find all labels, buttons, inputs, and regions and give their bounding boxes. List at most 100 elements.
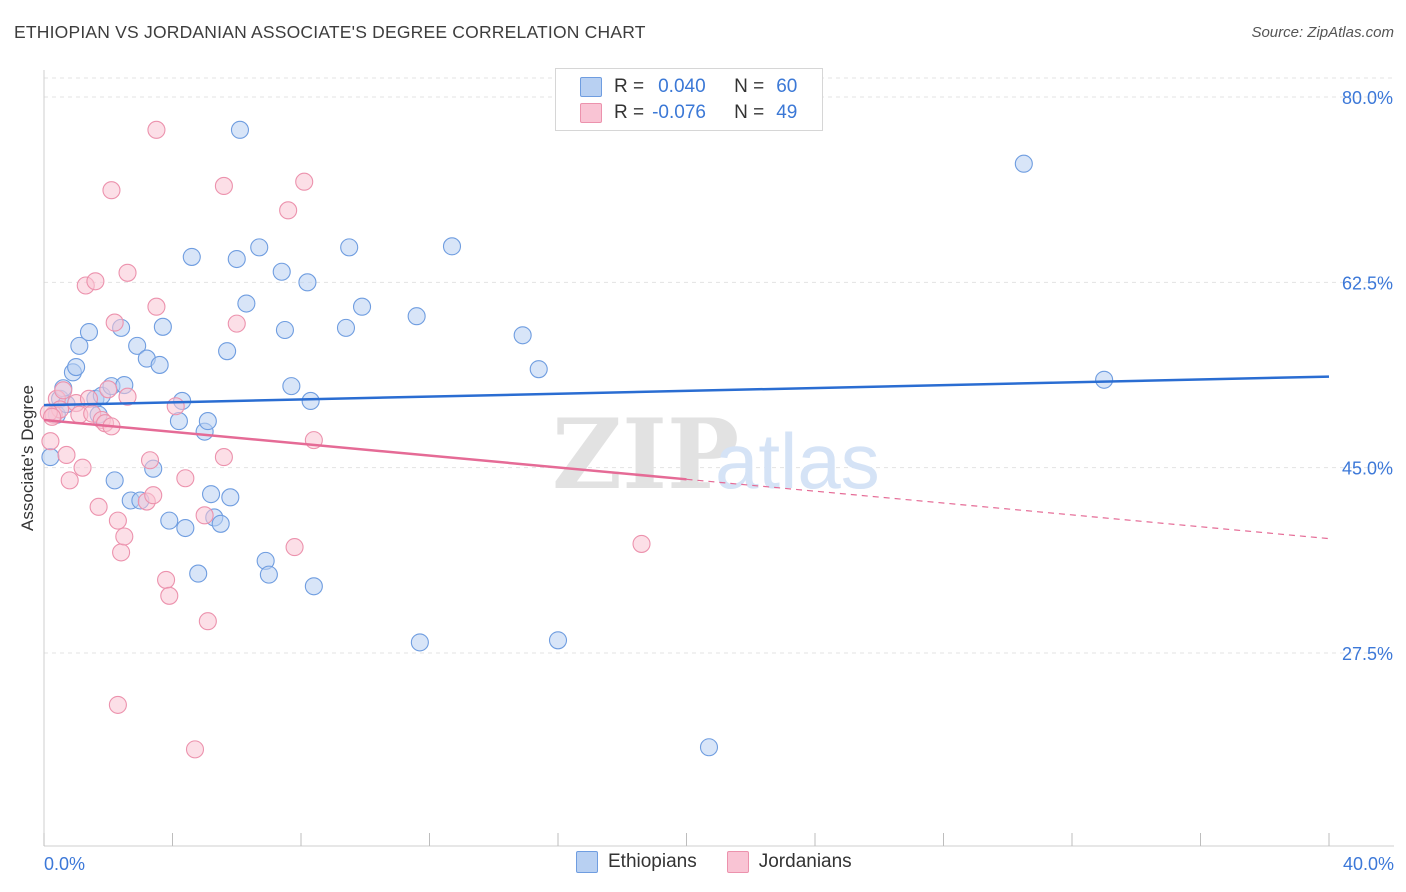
jordanians-point xyxy=(279,201,298,220)
jordanians-point xyxy=(632,534,651,553)
jordanians-point xyxy=(118,387,137,406)
series-name-ethiopians: Ethiopians xyxy=(608,851,697,872)
jordanians-point xyxy=(295,172,314,191)
ethiopians-point xyxy=(128,336,147,355)
series-name-jordanians: Jordanians xyxy=(758,851,852,872)
watermark-atlas: atlas xyxy=(715,417,880,505)
ethiopians-point xyxy=(275,320,294,340)
ethiopians-point xyxy=(282,377,301,396)
ethiopians-point xyxy=(160,511,179,530)
ethiopians-point xyxy=(230,120,250,139)
jordanians-point xyxy=(214,176,233,196)
ethiopians-point xyxy=(153,317,172,336)
x-tick-label-min: 0.0% xyxy=(44,854,85,874)
x-tick-marks xyxy=(43,833,1330,846)
ethiopians-point xyxy=(272,262,291,281)
jordanians-point xyxy=(108,511,127,530)
jordanians-point xyxy=(147,120,166,139)
jordanians-point xyxy=(185,740,205,759)
ethiopians-point xyxy=(442,237,462,256)
ethiopians-point xyxy=(169,412,188,431)
jordanians-point xyxy=(108,695,127,714)
jordanians-trend-line xyxy=(43,418,687,481)
ethiopians-point xyxy=(352,297,372,316)
jordanians-point xyxy=(176,469,195,488)
ethiopians-point xyxy=(70,336,89,355)
ethiopians-trend-line xyxy=(43,375,1330,407)
ethiopians-point xyxy=(41,448,60,467)
jordanians-point xyxy=(99,380,118,399)
jordanians-point xyxy=(57,445,76,465)
jordanians-point xyxy=(157,570,176,589)
ethiopians-point xyxy=(529,360,548,379)
ethiopians-point xyxy=(105,471,124,490)
legend-r-label: R = xyxy=(614,76,645,97)
x-tick-label-max: 40.0% xyxy=(1343,854,1394,874)
ethiopians-point xyxy=(211,514,230,533)
jordanians-point xyxy=(42,407,62,426)
jordanians-point xyxy=(198,612,217,631)
stats-legend: R = 0.040 N = 60 R = -0.076 N = 49 xyxy=(555,68,823,131)
y-tick-label: 27.5% xyxy=(1342,644,1393,664)
grid-lines xyxy=(44,77,1394,654)
ethiopians-point xyxy=(548,631,568,650)
ethiopians-point xyxy=(336,318,356,337)
series-legend-jordanians[interactable]: Jordanians xyxy=(726,851,852,873)
ethiopians-point xyxy=(176,518,195,538)
ethiopians-point xyxy=(301,391,320,410)
ethiopians-point xyxy=(298,273,317,292)
jordanians-point xyxy=(160,586,179,605)
jordanians-point xyxy=(144,486,163,505)
ethiopians-point xyxy=(259,565,278,584)
jordanians-point xyxy=(166,397,185,416)
legend-n-label: N = xyxy=(734,76,765,97)
legend-n-value: 60 xyxy=(776,76,798,97)
legend-r-value: -0.076 xyxy=(652,102,706,123)
ethiopians-point xyxy=(202,485,221,504)
series-legend-ethiopians[interactable]: Ethiopians xyxy=(576,851,697,873)
ethiopians-point xyxy=(250,238,269,257)
ethiopians-point xyxy=(407,307,426,326)
jordanians-point xyxy=(115,527,134,546)
jordanians-point xyxy=(105,313,124,332)
ethiopians-point xyxy=(699,738,719,757)
jordanians-point xyxy=(285,538,304,557)
jordanians-point xyxy=(73,458,92,477)
source-label: Source: ZipAtlas.com xyxy=(1251,24,1394,41)
legend-swatch-jordanians xyxy=(580,103,602,123)
y-tick-labels: 80.0% 62.5% 45.0% 27.5% xyxy=(1342,88,1393,664)
legend-n-value: 49 xyxy=(776,102,798,123)
jordanians-point xyxy=(102,181,121,200)
trend-lines xyxy=(43,375,1330,540)
ethiopians-point xyxy=(1014,154,1033,173)
ethiopians-point xyxy=(1095,370,1114,389)
y-tick-label: 45.0% xyxy=(1342,459,1393,479)
ethiopians-point xyxy=(304,577,323,596)
series-swatch-jordanians xyxy=(726,851,749,873)
legend-n-label: N = xyxy=(734,102,765,123)
y-axis-label: Associate's Degree xyxy=(18,385,37,531)
ethiopians-point xyxy=(79,323,99,342)
ethiopians-point xyxy=(513,326,532,345)
jordanians-point xyxy=(214,448,233,467)
ethiopians-point xyxy=(189,564,208,583)
ethiopians-point xyxy=(237,294,256,313)
legend-row-ethiopians: R = 0.040 N = 60 xyxy=(580,74,797,100)
jordanians-point xyxy=(118,263,137,282)
jordanians-trend-extension xyxy=(686,478,1330,540)
jordanians-point xyxy=(112,543,131,562)
jordanians-point xyxy=(60,471,79,490)
ethiopians-point xyxy=(221,488,240,507)
ethiopians-point xyxy=(182,247,201,266)
legend-row-jordanians: R = -0.076 N = 49 xyxy=(580,100,797,126)
ethiopians-point xyxy=(150,355,169,374)
jordanians-point xyxy=(227,314,246,333)
ethiopians-point xyxy=(227,249,246,269)
y-tick-label: 80.0% xyxy=(1342,88,1393,108)
ethiopians-point xyxy=(67,358,86,377)
ethiopians-point xyxy=(340,238,359,257)
series-legend: Ethiopians Jordanians xyxy=(576,851,882,873)
ethiopians-point xyxy=(218,342,237,361)
jordanians-point xyxy=(54,381,73,400)
legend-r-value: 0.040 xyxy=(658,76,706,97)
